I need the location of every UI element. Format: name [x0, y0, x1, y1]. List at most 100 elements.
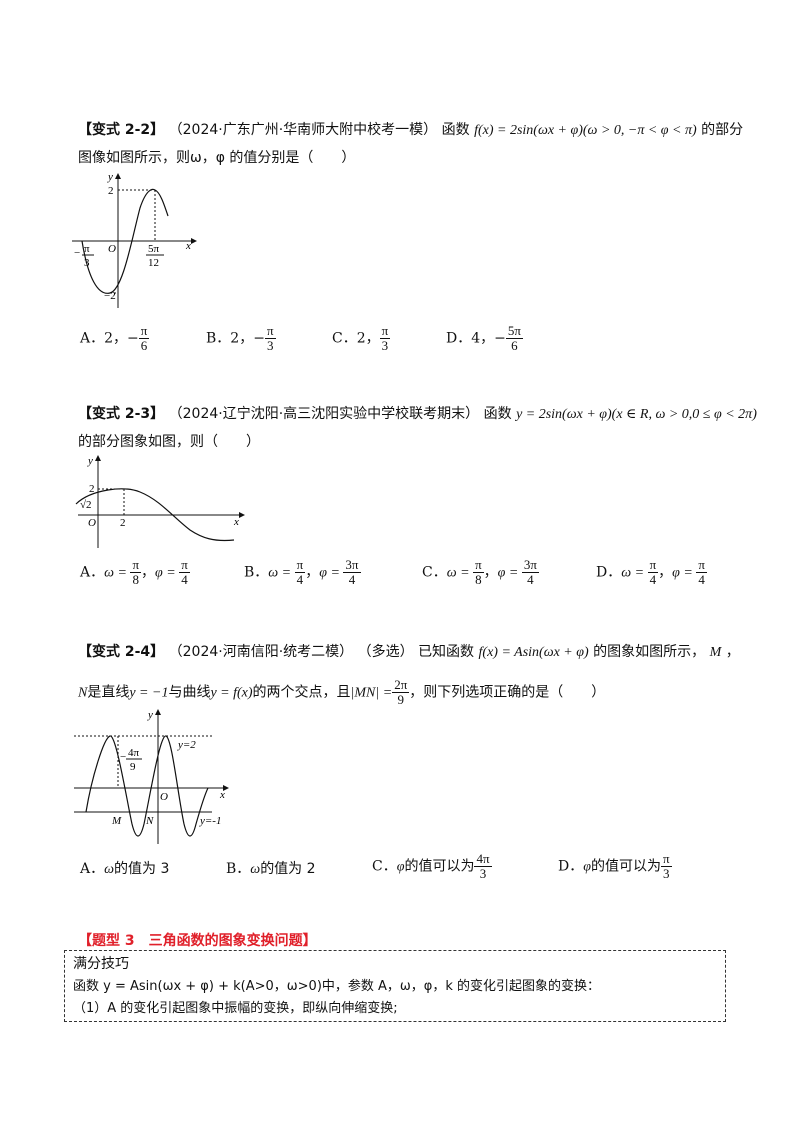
- q23-option-c-p: 3π 4: [521, 557, 539, 587]
- q23-option-c-p-num: 3π: [521, 557, 539, 573]
- q24-option-a[interactable]: A．ω的值为 3: [80, 858, 169, 878]
- q22-option-a-sign: −: [127, 330, 139, 347]
- q22-option-b-num: π: [264, 323, 276, 339]
- q24-option-d-var: φ: [583, 859, 591, 875]
- q23-line1: 【变式 2-3】 （2024·辽宁沈阳·高三沈阳实验中学校联考期末） 函数 y …: [78, 404, 757, 425]
- q22-option-a-label: A．2，: [80, 330, 128, 347]
- q22-option-c-label: C．2，: [332, 330, 380, 347]
- q22-formula: f(x) = 2sin(ωx + φ)(ω > 0, −π < φ < π): [474, 123, 697, 138]
- q24-ym1-label: y=-1: [199, 815, 221, 827]
- q24-mn: |MN| =: [350, 685, 393, 701]
- q22-option-b-label: B．2，: [206, 330, 254, 347]
- tips-box-line1: 函数 y = Asin(ωx + φ) + k(A>0，ω>0)中，参数 A，ω…: [73, 979, 601, 994]
- q22-option-d-sign: −: [494, 330, 506, 347]
- q23-x-label: x: [233, 516, 239, 528]
- q22-ymin: −2: [104, 290, 116, 302]
- q22-option-d[interactable]: D．4，− 5π 6: [446, 324, 523, 353]
- q24-option-d-label: D．: [558, 858, 584, 875]
- q22-xr-den: 12: [148, 257, 159, 269]
- q23-formula: y = 2sin(ωx + φ)(x ∈ R, ω > 0,0 ≤ φ < 2π…: [516, 407, 757, 422]
- q24-l-num: 4π: [128, 747, 140, 759]
- q22-ymax: 2: [108, 185, 114, 197]
- q24-option-c[interactable]: C．φ的值可以为 4π 3: [372, 852, 492, 881]
- tips-box-title: 满分技巧: [73, 956, 129, 972]
- q24-curve: [85, 735, 209, 837]
- q24-y2-label: y=2: [177, 739, 196, 751]
- q23-line2: 的部分图象如图，则（ ）: [78, 432, 260, 452]
- q22-xl-num: π: [84, 243, 90, 255]
- q24-tag: 【变式 2-4】: [78, 644, 165, 660]
- q22-option-a[interactable]: A．2，− π 6: [80, 324, 150, 353]
- q24-m: M: [709, 645, 722, 660]
- q23-option-d-p-num: π: [696, 557, 707, 573]
- q23-option-d-p-den: 4: [698, 572, 705, 587]
- section-title: 【题型 3 三角函数的图象变换问题】: [78, 933, 317, 949]
- q24-option-b-label: B．: [226, 861, 251, 877]
- q24-formula: f(x) = Asin(ωx + φ): [478, 645, 589, 660]
- q24-mn-den: 9: [397, 692, 404, 707]
- q22-x-label: x: [185, 240, 191, 252]
- q23-graph: y x O 2 √2 2: [75, 455, 245, 548]
- q24-mn-frac: 2π 9: [392, 677, 410, 707]
- q22-option-c[interactable]: C．2， π 3: [332, 324, 391, 353]
- q24-line2: N是直线y = −1与曲线y = f(x)的两个交点，且|MN| = 2π 9 ，则下…: [78, 678, 605, 707]
- q23-option-d-w-den: 4: [649, 572, 657, 587]
- q24-mn-num: 2π: [392, 677, 410, 693]
- q23-ytop: 2: [89, 483, 95, 495]
- tips-box-line2: （1）A 的变化引起图象中振幅的变换，即纵向伸缩变换;: [73, 1001, 398, 1016]
- q24-option-d-den: 3: [663, 866, 670, 881]
- q24-line2f: 的两个交点，且: [252, 684, 351, 701]
- q24-option-b[interactable]: B．ω的值为 2: [226, 858, 316, 878]
- q24-line2d: 与曲线: [168, 684, 211, 701]
- q22-option-b[interactable]: B．2，− π 3: [206, 324, 276, 353]
- q22-stem-b: 的部分: [701, 122, 744, 138]
- q24-option-d-text: 的值可以为: [590, 858, 661, 875]
- q24-option-b-var: ω: [250, 862, 261, 877]
- q23-source: （2024·辽宁沈阳·高三沈阳实验中学校联考期末）: [168, 406, 480, 422]
- q23-origin: O: [88, 517, 96, 529]
- q24-option-c-text: 的值可以为: [404, 858, 475, 875]
- q24-stem-a: 已知函数: [418, 644, 475, 660]
- q24-option-c-den: 3: [479, 866, 487, 881]
- q23-option-b-p-num: 3π: [343, 557, 361, 573]
- tips-box: 满分技巧 函数 y = Asin(ωx + φ) + k(A>0，ω>0)中，参…: [64, 950, 726, 1022]
- q23-option-a-w-den: 8: [132, 572, 140, 587]
- q23-option-b[interactable]: B．ω = π 4 ，φ = 3π 4: [244, 557, 361, 587]
- q24-n-label: N: [145, 815, 154, 827]
- q24-option-c-var: φ: [396, 859, 405, 875]
- q22-graph: y x O 2 −2 − π 3 5π 12: [72, 171, 197, 308]
- q23-option-c-label: C．: [422, 564, 447, 581]
- q22-option-d-den: 6: [511, 338, 518, 353]
- q22-line2-text: 图像如图所示，则ω，φ 的值分别是（ ）: [78, 150, 356, 166]
- q22-option-b-sign: −: [253, 330, 265, 347]
- q24-option-d-num: π: [660, 851, 672, 867]
- q24-source: （2024·河南信阳·统考二模）: [168, 644, 354, 660]
- q24-option-c-label: C．: [372, 858, 397, 875]
- q22-option-a-den: 6: [140, 338, 148, 353]
- q24-neg-sign: −: [120, 751, 126, 763]
- q22-tag: 【变式 2-2】: [78, 122, 165, 138]
- q24-option-d[interactable]: D．φ的值可以为 π 3: [558, 852, 672, 881]
- q22-xl-sign: −: [74, 247, 80, 259]
- q22-option-b-den: 3: [266, 338, 274, 353]
- q22-option-d-label: D．4，: [446, 330, 495, 347]
- q24-stem-b: 的图象如图所示，: [593, 644, 706, 660]
- q23-ymid: √2: [80, 499, 92, 511]
- q22-xr-num: 5π: [148, 243, 160, 255]
- q24-graph: y x O y=2 y=-1 M N − 4π 9: [74, 709, 229, 844]
- q23-option-c[interactable]: C．ω = π 8 ，φ = 3π 4: [422, 557, 539, 587]
- q22-line2: 图像如图所示，则ω，φ 的值分别是（ ）: [78, 148, 355, 168]
- q23-option-c-w-num: π: [473, 557, 484, 573]
- q24-x-label: x: [219, 789, 225, 801]
- q23-option-a-p-den: 4: [181, 572, 188, 587]
- q23-option-d-w-num: π: [647, 557, 659, 573]
